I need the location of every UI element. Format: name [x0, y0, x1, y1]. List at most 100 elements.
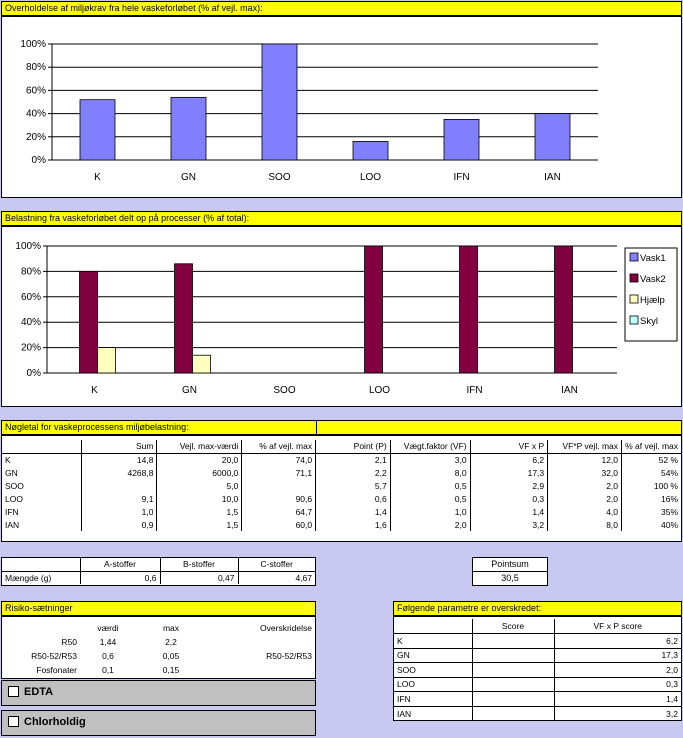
- table-cell: 0,6: [102, 651, 114, 661]
- table-cell: [472, 648, 555, 663]
- table-row: K 14,8 20,0 74,0 2,1 3,0 6,2 12,0 52 %: [2, 453, 681, 466]
- table-cell: Mængde (g): [2, 571, 81, 584]
- table-cell: [206, 663, 315, 677]
- header-cell: værdi: [97, 623, 119, 633]
- chart2-legend-label: Skyl: [640, 316, 658, 327]
- table-cell: 35%: [660, 506, 678, 517]
- table-cell: 1,6: [315, 518, 391, 531]
- table-cell: 1,4: [315, 505, 391, 518]
- header-cell: Overskridelse: [260, 623, 312, 633]
- chart2-bar-hjælp-k: [97, 347, 116, 374]
- header-cell: [394, 619, 473, 634]
- table-cell: 52 %: [658, 454, 678, 465]
- chart2-ytick-label: 20%: [21, 343, 41, 354]
- table-cell: 1,0: [81, 505, 158, 518]
- table-cell: 0,05: [162, 651, 180, 661]
- chart1-plot: 0% 20% 40% 60% 80% 100% K GN SOO LOO IFN IAN: [20, 39, 598, 183]
- header-cell: % af vejl. max: [625, 441, 678, 452]
- chart2-legend-label: Hjælp: [640, 295, 665, 306]
- header-cell: [2, 621, 80, 635]
- header-cell: VF x P: [470, 440, 549, 453]
- chart1-ytick-label: 100%: [20, 39, 46, 50]
- chart1-xtick-label: LOO: [360, 172, 381, 183]
- table-cell: SOO: [2, 479, 82, 492]
- table-row: GN 4268,8 6000,0 71,1 2,2 8,0 17,3 32,0 54%: [2, 466, 681, 479]
- chart1-ytick-label: 80%: [26, 62, 46, 73]
- chart2-legend-label: Vask2: [640, 274, 666, 285]
- chart2-bar-vask2-loo: [364, 245, 383, 374]
- chart2-bar-vask2-k: [79, 271, 98, 374]
- chart2-ytick-label: 80%: [21, 266, 41, 277]
- chart1-xtick-label: K: [94, 172, 101, 183]
- table-cell: 0,5: [390, 479, 471, 492]
- chart1-ytick-label: 20%: [26, 132, 46, 143]
- stoffer-table: A-stoffer B-stoffer C-stoffer Mængde (g) 0,6…: [2, 558, 315, 584]
- chart1-title: Overholdelse af miljøkrav fra hele vaske…: [2, 2, 681, 17]
- table-row: LOO 9,1 10,0 90,6 0,6 0,5 0,3 2,0 16%: [2, 492, 681, 505]
- table-cell: R50-52/R53: [266, 651, 312, 661]
- table-cell: 60,0: [241, 518, 317, 531]
- table-row: R50 1,44 2,2: [2, 635, 315, 649]
- chart1-bar-ifn: [443, 119, 480, 161]
- edta-checkbox-box[interactable]: [8, 686, 19, 697]
- table-cell: 0,1: [102, 665, 114, 675]
- table-row: K 6,2: [394, 633, 681, 649]
- table-cell: 64,7: [241, 505, 317, 518]
- table-header-row: værdi max Overskridelse: [2, 621, 315, 635]
- chlorholdig-checkbox[interactable]: Chlorholdig: [1, 710, 316, 736]
- chart2-xtick-label: LOO: [369, 385, 390, 396]
- table-cell: 8,0: [547, 518, 623, 531]
- stoffer-panel: A-stoffer B-stoffer C-stoffer Mængde (g) 0,6…: [1, 557, 316, 586]
- pointsum-panel: Pointsum 30,5: [472, 557, 548, 586]
- chart2-xtick-label: IAN: [561, 385, 578, 396]
- nogletal-title: Nøgletal for vaskeprocessens miljøbelast…: [2, 421, 317, 436]
- table-cell: 14,8: [81, 453, 158, 466]
- table-cell: 2,0: [554, 662, 681, 678]
- chart1-bar-soo: [261, 43, 298, 161]
- chlorholdig-checkbox-box[interactable]: [8, 716, 19, 727]
- table-row: SOO 5,0 5,7 0,5 2,9 2,0 100 %: [2, 479, 681, 492]
- table-cell: 4,0: [547, 505, 623, 518]
- table-cell: 3,2: [666, 708, 678, 719]
- table-cell: 2,1: [315, 453, 391, 466]
- table-cell: 6,2: [470, 453, 549, 466]
- chart1-bar-loo: [352, 141, 389, 161]
- risiko-panel: Risiko-sætninger værdi max Overskridelse R5…: [1, 601, 316, 679]
- nogletal-table: Sum Vejl. max-værdi% af vejl. max Point (P…: [2, 440, 681, 531]
- table-cell: 9,1: [81, 492, 158, 505]
- edta-label: EDTA: [24, 686, 54, 698]
- chart2-ytick-label: 40%: [21, 317, 41, 328]
- table-cell: K: [2, 453, 82, 466]
- table-cell: SOO: [394, 662, 473, 678]
- table-cell: [81, 479, 158, 492]
- chart2-ytick-label: 60%: [21, 292, 41, 303]
- chart2-bar-hjælp-gn: [192, 354, 211, 374]
- header-cell: VF x P score: [593, 621, 643, 631]
- table-cell: [206, 635, 315, 649]
- header-cell: % af vejl. max: [241, 440, 317, 453]
- header-cell: [2, 558, 81, 572]
- chart2-xtick-label: K: [91, 385, 98, 396]
- table-cell: [472, 691, 555, 707]
- risiko-title: Risiko-sætninger: [2, 602, 315, 617]
- table-cell: 1,5: [156, 518, 243, 531]
- table-header-row: Score VF x P score: [394, 619, 681, 634]
- chart1-ytick-label: 40%: [26, 109, 46, 120]
- table-cell: 20,0: [156, 453, 243, 466]
- risiko-table: værdi max Overskridelse R50 1,44 2,2 R50-52/R5…: [2, 621, 315, 677]
- table-header-row: A-stoffer B-stoffer C-stoffer: [2, 558, 315, 572]
- chart2-legend-label: Vask1: [640, 253, 666, 264]
- table-cell: K: [394, 633, 473, 649]
- chart1-panel: Overholdelse af miljøkrav fra hele vaske…: [1, 1, 682, 198]
- edta-checkbox[interactable]: EDTA: [1, 680, 316, 706]
- table-cell: [241, 479, 317, 492]
- table-cell: 0,3: [554, 677, 681, 692]
- header-cell: Vejl. max-værdi: [156, 440, 243, 453]
- table-cell: 17,3: [554, 648, 681, 663]
- table-cell: 5,7: [315, 479, 391, 492]
- chart2-panel: Belastning fra vaskeforløbet delt op på …: [1, 211, 682, 407]
- header-cell: C-stoffer: [238, 558, 315, 572]
- table-cell: IFN: [2, 505, 82, 518]
- table-cell: R50-52/R53: [31, 651, 77, 661]
- chart1-xtick-label: GN: [181, 172, 196, 183]
